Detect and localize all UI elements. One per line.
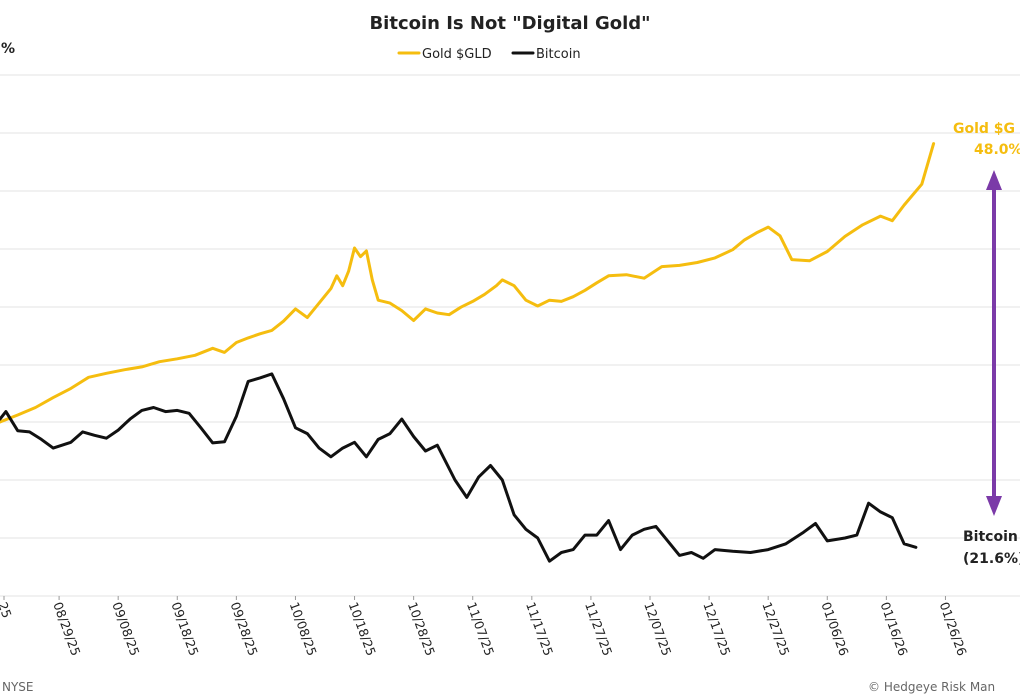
x-tick-label: 08/29/25 [50,600,83,658]
bitcoin-end-name: Bitcoin [963,529,1018,545]
legend-gold-label: Gold $GLD [422,47,492,62]
gold-end-name: Gold $G [953,121,1015,137]
x-axis-ticks: 08/29/25 09/08/25 09/18/25 09/28/25 10/08/25… [0,596,970,658]
x-tick-label: 10/08/25 [287,600,320,658]
x-tick-label: 12/27/25 [759,600,792,658]
gold-end-label: Gold $G 48.0% [953,121,1020,158]
source-label: NYSE [2,680,34,694]
x-tick-label: 11/07/25 [464,600,497,658]
x-tick-label: 12/07/25 [641,600,674,658]
x-tick-label: 09/18/25 [168,600,201,658]
series-lines [0,142,936,563]
x-tick-label: 12/17/25 [700,600,733,658]
x-tick-label-partial: 25 [0,600,15,620]
x-tick-label: 01/06/26 [818,600,851,658]
series-line-gold [0,142,936,424]
series-line-bitcoin [0,372,918,563]
gridlines [0,74,1020,597]
chart-title: Bitcoin Is Not "Digital Gold" [369,13,650,34]
x-tick-label: 09/28/25 [228,600,261,658]
x-tick-label: 10/28/25 [405,600,438,658]
spread-arrow [986,170,1002,516]
y-axis-unit: % [1,41,15,57]
spread-arrow-head-up [986,170,1002,190]
bitcoin-end-value: (21.6%) [963,551,1020,567]
copyright-label: © Hedgeye Risk Man [868,680,995,694]
x-tick-label: 10/18/25 [346,600,379,658]
x-tick-label: 11/17/25 [523,600,556,658]
x-tick-label: 01/26/26 [937,600,970,658]
bitcoin-end-label: Bitcoin (21.6%) [963,529,1020,567]
x-tick-label: 09/08/25 [109,600,142,658]
legend-bitcoin-label: Bitcoin [536,47,581,62]
x-tick-label: 01/16/26 [878,600,911,658]
gold-end-value: 48.0% [974,142,1020,158]
spread-arrow-head-down [986,496,1002,516]
x-tick-label: 11/27/25 [582,600,615,658]
legend: Gold $GLD Bitcoin [397,47,581,62]
